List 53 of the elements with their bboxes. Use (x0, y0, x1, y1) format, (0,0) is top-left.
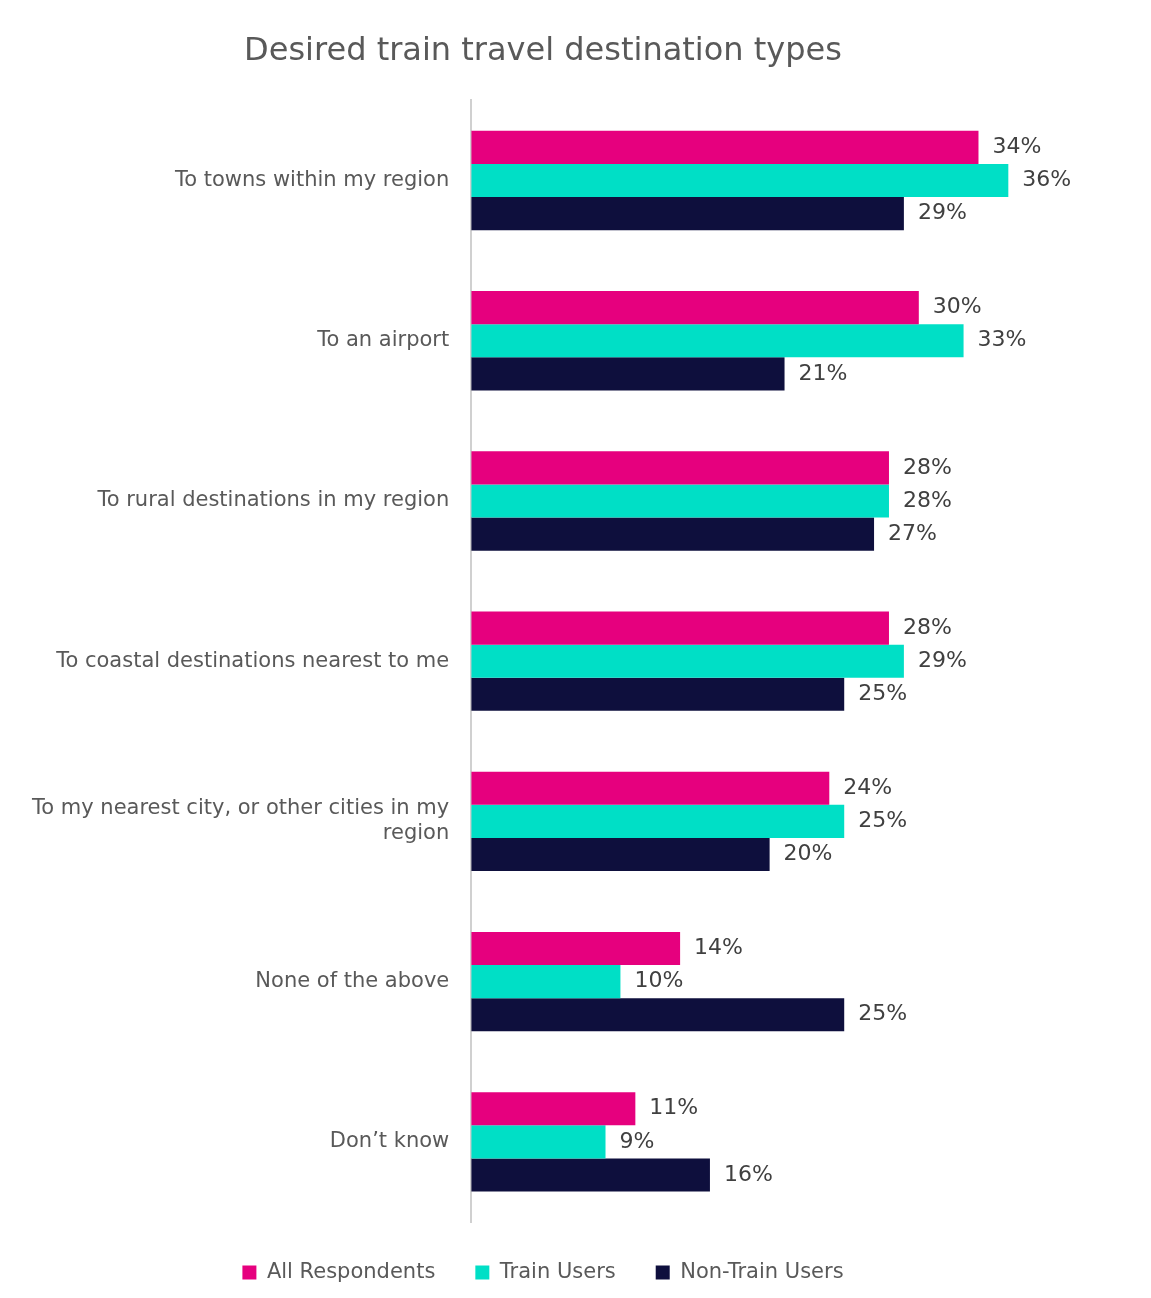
data-label: 36% (1022, 166, 1072, 192)
bar (471, 1092, 636, 1126)
bar (471, 837, 770, 872)
data-label: 33% (977, 326, 1027, 352)
bar (471, 1158, 710, 1192)
bar (471, 130, 979, 164)
bar (471, 357, 785, 391)
data-label: 21% (798, 359, 848, 385)
bar (471, 998, 845, 1032)
data-label: 29% (917, 646, 967, 672)
legend-label: All Respondents (266, 1258, 436, 1283)
chart-title: Desired train travel destination types (244, 29, 842, 68)
data-label: 20% (783, 840, 833, 866)
y-tick-label: To towns within my region (173, 166, 450, 191)
bar (471, 677, 845, 711)
data-label: 25% (858, 1000, 908, 1026)
y-tick-label: To coastal destinations nearest to me (55, 647, 450, 672)
data-label: 14% (694, 934, 744, 960)
bar (471, 324, 964, 358)
bar (471, 517, 875, 551)
bar (471, 484, 889, 518)
data-label: 25% (858, 807, 908, 833)
data-label: 34% (992, 133, 1042, 159)
data-label: 9% (619, 1127, 655, 1153)
data-label: 25% (858, 680, 908, 706)
data-label: 28% (902, 613, 952, 639)
data-label: 28% (902, 453, 952, 479)
bar (471, 197, 904, 231)
data-label: 30% (932, 293, 982, 319)
data-label: 27% (888, 519, 937, 545)
y-tick-label: None of the above (255, 968, 450, 993)
y-tick-label: Don’t know (329, 1128, 450, 1153)
data-label: 10% (634, 967, 684, 993)
bar (471, 804, 845, 838)
bar (471, 291, 919, 325)
legend-label: Non-Train Users (680, 1258, 844, 1283)
data-label: 16% (723, 1160, 773, 1186)
y-tick-label: To rural destinations in my region (96, 487, 450, 512)
y-tick-label: To an airport (316, 327, 450, 352)
bar (471, 931, 681, 966)
data-label: 28% (902, 486, 952, 512)
bar (471, 611, 889, 645)
data-label: 11% (649, 1094, 699, 1120)
data-label: 24% (843, 774, 893, 800)
bar (471, 451, 889, 485)
bar (471, 771, 830, 805)
legend-label: Train Users (498, 1258, 616, 1283)
data-label: 29% (917, 199, 967, 225)
bar (471, 965, 621, 999)
bar (471, 163, 1009, 198)
bar (471, 1125, 606, 1159)
bar (471, 644, 904, 678)
y-tick-label: To my nearest city, or other cities in my region (30, 795, 450, 845)
